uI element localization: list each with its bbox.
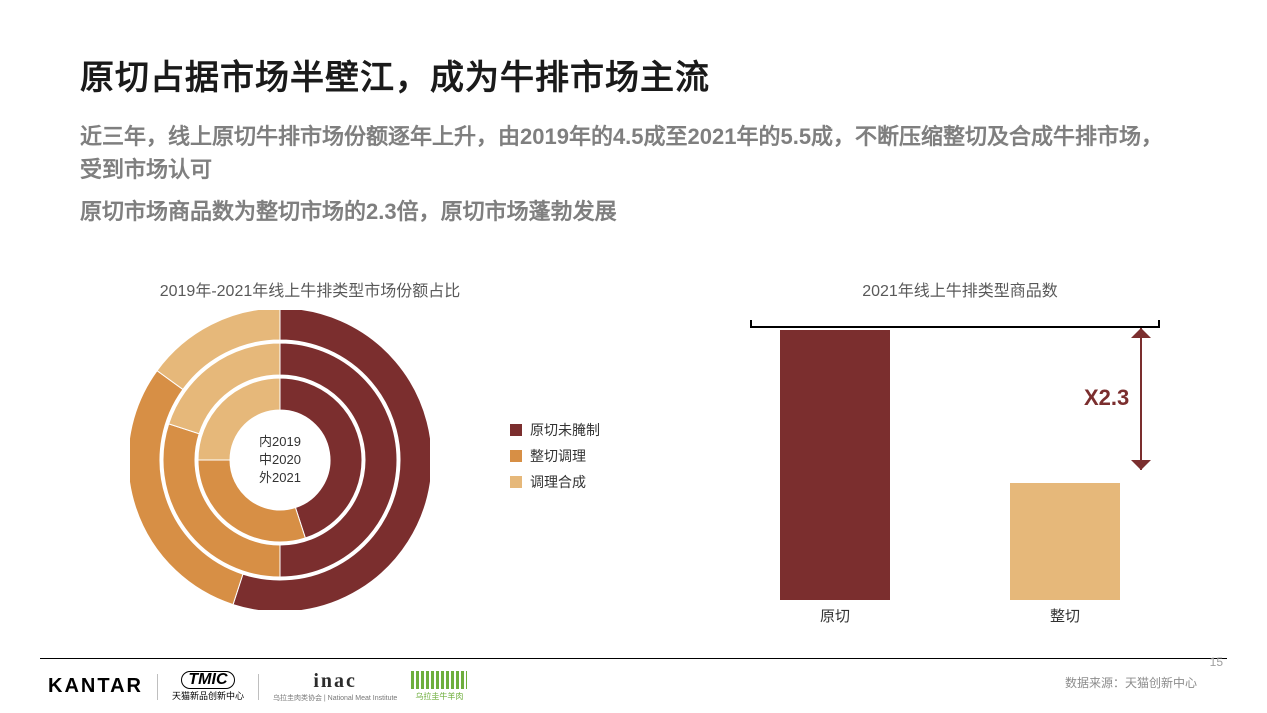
donut-legend: 原切未腌制整切调理调理合成 [510,420,600,498]
legend-item: 调理合成 [510,472,600,492]
bar [780,330,890,600]
arrow-down-icon [1131,460,1151,470]
ratio-arrow-line [1140,328,1142,470]
legend-label: 整切调理 [530,446,586,466]
kantar-logo: KANTAR [48,675,143,698]
inac-logo-top: inac [313,670,357,693]
legend-label: 原切未腌制 [530,420,600,440]
ratio-callout: X2.3 [1080,385,1133,411]
barcode-icon [411,671,467,689]
bar-top-axis [750,326,1160,328]
slide-subtitle-1: 近三年，线上原切牛排市场份额逐年上升，由2019年的4.5成至2021年的5.5… [80,120,1180,186]
legend-label: 调理合成 [530,472,586,492]
donut-center-line: 中2020 [259,451,301,469]
donut-center-line: 外2021 [259,469,301,487]
donut-chart: 内2019 中2020 外2021 [130,310,430,610]
bar-category-label: 原切 [780,605,890,626]
slide-title: 原切占据市场半壁江，成为牛排市场主流 [80,50,710,99]
uruguay-meat-label: 乌拉圭牛羊肉 [415,691,463,702]
footer-divider [40,658,1227,659]
legend-item: 原切未腌制 [510,420,600,440]
legend-swatch [510,424,522,436]
bar-chart-title: 2021年线上牛排类型商品数 [760,277,1160,301]
bar-top-tick [1158,320,1160,328]
page-number: 15 [1210,655,1223,669]
arrow-up-icon [1131,328,1151,338]
slide-subtitle-2: 原切市场商品数为整切市场的2.3倍，原切市场蓬勃发展 [80,195,1180,228]
tmic-logo-top: TMIC [181,671,234,689]
donut-center-labels: 内2019 中2020 外2021 [130,310,430,610]
tmic-logo: TMIC 天猫新品创新中心 [172,671,244,702]
data-source: 数据来源：天猫创新中心 [1065,674,1197,691]
bar-category-label: 整切 [1010,605,1120,626]
logo-separator [258,674,259,700]
donut-chart-title: 2019年-2021年线上牛排类型市场份额占比 [110,277,510,301]
legend-swatch [510,450,522,462]
logo-separator [157,674,158,700]
inac-logo-bottom: 乌拉圭肉类协会 | National Meat Institute [273,693,397,703]
legend-item: 整切调理 [510,446,600,466]
bar-chart: 原切 整切 X2.3 [740,320,1170,630]
legend-swatch [510,476,522,488]
bar [1010,483,1120,600]
footer-logos: KANTAR TMIC 天猫新品创新中心 inac 乌拉圭肉类协会 | Nati… [48,670,467,703]
inac-logo: inac 乌拉圭肉类协会 | National Meat Institute [273,670,397,703]
uruguay-meat-logo: 乌拉圭牛羊肉 [411,671,467,702]
tmic-logo-bottom: 天猫新品创新中心 [172,689,244,702]
donut-center-line: 内2019 [259,433,301,451]
bar-top-tick [750,320,752,328]
